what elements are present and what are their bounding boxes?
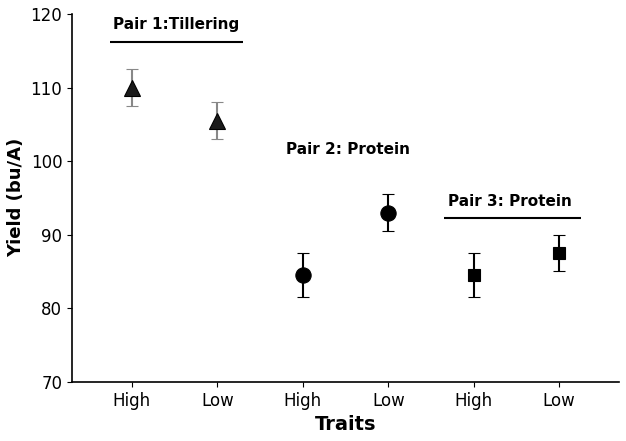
Text: Pair 3: Protein: Pair 3: Protein — [448, 194, 572, 209]
X-axis label: Traits: Traits — [315, 415, 376, 434]
Y-axis label: Yield (bu/A): Yield (bu/A) — [7, 138, 25, 258]
Text: Pair 2: Protein: Pair 2: Protein — [285, 142, 409, 157]
Text: Pair 1:Tillering: Pair 1:Tillering — [113, 17, 239, 32]
